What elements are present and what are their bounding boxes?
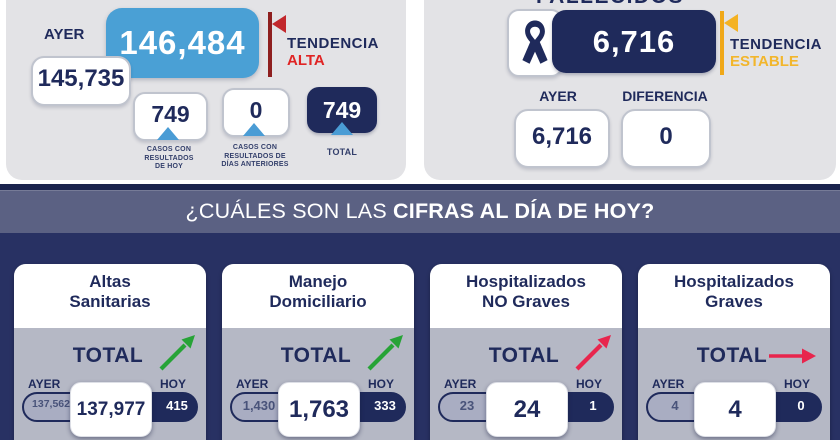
card-manejo-domiciliario: Manejo Domiciliario TOTAL AYER HOY 1,430… bbox=[222, 264, 414, 440]
ayer-value: 1,430 bbox=[242, 398, 276, 413]
pointer-up-icon bbox=[157, 127, 179, 140]
deaths-diferencia-value: 0 bbox=[659, 123, 673, 150]
deaths-diferencia-label: DIFERENCIA bbox=[622, 88, 708, 104]
total-value-box: 4 bbox=[694, 382, 776, 437]
hoy-label: HOY bbox=[368, 377, 395, 391]
ayer-label: AYER bbox=[28, 377, 61, 391]
ayer-value: 137,562 bbox=[32, 398, 70, 410]
trend-up-arrow-icon bbox=[575, 335, 611, 371]
trend-flag-icon bbox=[724, 14, 738, 32]
deaths-tendencia-label: TENDENCIA bbox=[730, 36, 823, 53]
banner-question-emphasis: CIFRAS AL DÍA DE HOY? bbox=[393, 199, 655, 223]
hoy-value: 1 bbox=[589, 398, 597, 413]
trend-flag-icon bbox=[272, 15, 286, 33]
ayer-value: 23 bbox=[459, 398, 475, 413]
hoy-value: 0 bbox=[797, 398, 805, 413]
hoy-label: HOY bbox=[576, 377, 603, 391]
results-today-value: 749 bbox=[151, 101, 190, 127]
pointer-up-icon bbox=[243, 123, 265, 136]
deaths-tendencia-value: ESTABLE bbox=[730, 53, 799, 70]
deaths-ayer-box: 6,716 bbox=[514, 109, 610, 168]
ayer-label: AYER bbox=[652, 377, 685, 391]
new-cases-tendencia-value: ALTA bbox=[287, 52, 325, 69]
results-total-caption: TOTAL bbox=[326, 147, 358, 157]
total-value-box: 24 bbox=[486, 382, 568, 437]
results-today-box: 749 bbox=[133, 92, 208, 141]
banner-question-prefix: ¿CUÁLES SON LAS bbox=[185, 199, 394, 223]
deaths-clipped-title: FALLECIDOS bbox=[505, 0, 715, 8]
deaths-ayer-value: 6,716 bbox=[531, 123, 593, 150]
card-title: Hospitalizados NO Graves bbox=[430, 264, 622, 328]
deaths-ayer-label: AYER bbox=[539, 88, 577, 104]
total-value-box: 137,977 bbox=[70, 382, 152, 437]
trend-flag-pole-icon bbox=[268, 12, 272, 77]
new-cases-ayer-label: AYER bbox=[44, 26, 85, 43]
hoy-label: HOY bbox=[784, 377, 811, 391]
total-label: TOTAL bbox=[696, 344, 768, 367]
pointer-up-icon bbox=[331, 122, 353, 135]
card-altas-sanitarias: Altas Sanitarias TOTAL AYER HOY 137,562 … bbox=[14, 264, 206, 440]
new-cases-tendencia-label: TENDENCIA bbox=[287, 35, 380, 52]
ayer-label: AYER bbox=[236, 377, 269, 391]
card-title: Altas Sanitarias bbox=[14, 264, 206, 328]
banner-question: ¿CUÁLES SON LAS CIFRAS AL DÍA DE HOY? bbox=[0, 190, 840, 233]
total-label: TOTAL bbox=[280, 344, 352, 367]
card-title: Manejo Domiciliario bbox=[222, 264, 414, 328]
trend-up-arrow-icon bbox=[159, 335, 195, 371]
results-previous-days-caption: CASOS CON RESULTADOS DE DÍAS ANTERIORES bbox=[221, 144, 289, 168]
card-hospitalizados-no-graves: Hospitalizados NO Graves TOTAL AYER HOY … bbox=[430, 264, 622, 440]
results-today-caption: CASOS CON RESULTADOS DE HOY bbox=[144, 146, 194, 170]
deaths-diferencia-box: 0 bbox=[621, 109, 711, 168]
trend-up-arrow-icon bbox=[367, 335, 403, 371]
hoy-value: 415 bbox=[166, 398, 188, 413]
new-cases-ayer-box: 145,735 bbox=[31, 56, 131, 106]
total-label: TOTAL bbox=[488, 344, 560, 367]
card-hospitalizados-graves: Hospitalizados Graves TOTAL AYER HOY 4 0… bbox=[638, 264, 830, 440]
trend-flat-arrow-icon bbox=[769, 348, 816, 364]
deaths-total-box: 6,716 bbox=[552, 10, 716, 73]
ayer-label: AYER bbox=[444, 377, 477, 391]
results-previous-days-value: 0 bbox=[249, 97, 263, 123]
deaths-total-value: 6,716 bbox=[592, 24, 676, 59]
awareness-ribbon-icon bbox=[522, 20, 548, 64]
results-total-value: 749 bbox=[322, 97, 362, 123]
trend-flag-pole-icon bbox=[720, 11, 724, 75]
banner-top-edge bbox=[0, 184, 840, 190]
card-title: Hospitalizados Graves bbox=[638, 264, 830, 328]
total-label: TOTAL bbox=[72, 344, 144, 367]
hoy-label: HOY bbox=[160, 377, 187, 391]
hoy-value: 333 bbox=[374, 398, 396, 413]
new-cases-ayer-value: 145,735 bbox=[37, 65, 125, 92]
ayer-value: 4 bbox=[671, 398, 679, 413]
new-cases-total-box: 146,484 bbox=[106, 8, 259, 78]
total-value-box: 1,763 bbox=[278, 382, 360, 437]
new-cases-total-value: 146,484 bbox=[119, 24, 246, 61]
